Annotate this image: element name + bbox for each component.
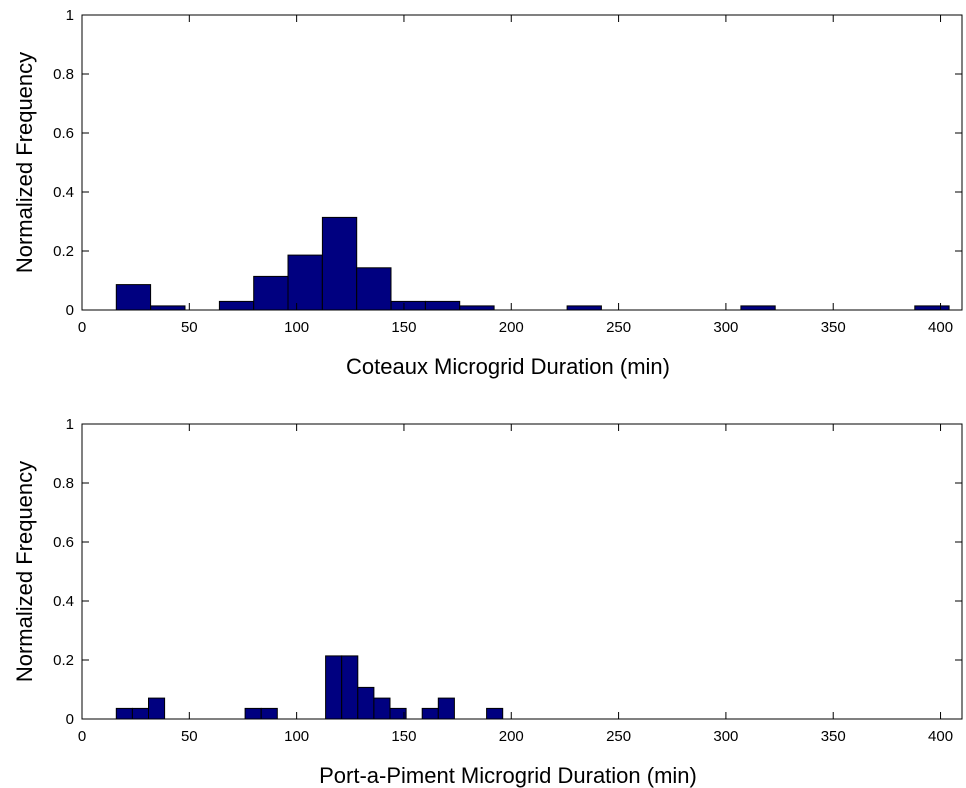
y-tick-label: 1	[66, 416, 74, 433]
x-tick-label: 300	[713, 319, 738, 336]
histogram-bar	[260, 707, 278, 720]
x-tick-label: 300	[713, 728, 738, 745]
coteaux-histogram-panel: 0 50 100 150 200 250 300 350 400 0 0.2 0.4 0.6 0.8 1 Co…	[12, 7, 963, 379]
x-tick-label: 400	[928, 319, 953, 336]
histogram-bar	[131, 707, 149, 720]
axes-frame	[81, 14, 963, 311]
x-tick-label: 150	[391, 728, 416, 745]
y-tick-label: 0.6	[53, 125, 74, 142]
y-axis-label: Normalized Frequency	[12, 52, 37, 273]
y-axis-label: Normalized Frequency	[12, 461, 37, 682]
histogram-bar	[437, 697, 455, 720]
histogram-bar	[424, 300, 461, 311]
histogram-bar	[115, 284, 152, 311]
histogram-bar	[325, 655, 343, 720]
x-tick-label: 50	[181, 728, 198, 745]
y-tick-label: 0.8	[53, 66, 74, 83]
histogram-bar	[253, 275, 289, 311]
y-tick-label: 0.2	[53, 652, 74, 669]
x-tick-label: 100	[284, 319, 309, 336]
x-tick-label: 350	[821, 728, 846, 745]
histogram-bar	[486, 707, 504, 720]
histogram-bar	[115, 707, 133, 720]
y-tick-label: 0.2	[53, 243, 74, 260]
histogram-bar	[321, 216, 358, 311]
x-tick-label: 200	[499, 728, 524, 745]
y-tick-label: 0.4	[53, 184, 74, 201]
x-tick-label: 250	[606, 319, 631, 336]
y-tick-label: 0	[66, 302, 74, 319]
x-tick-label: 50	[181, 319, 198, 336]
y-tick-label: 0.4	[53, 593, 74, 610]
x-tick-label: 350	[821, 319, 846, 336]
histogram-bar	[390, 300, 426, 311]
histogram-bar	[740, 305, 776, 311]
x-axis-label: Coteaux Microgrid Duration (min)	[346, 354, 670, 379]
histogram-bar	[357, 686, 375, 720]
histogram-bar	[356, 267, 392, 311]
x-tick-label: 0	[78, 728, 86, 745]
x-tick-label: 150	[391, 319, 416, 336]
histogram-bar	[150, 305, 186, 311]
histogram-bar	[914, 305, 950, 311]
histogram-bar	[287, 254, 323, 311]
y-tick-label: 1	[66, 7, 74, 24]
histogram-bar	[341, 655, 359, 720]
histogram-bar	[421, 707, 439, 720]
histogram-bar	[459, 305, 495, 311]
x-tick-label: 200	[499, 319, 524, 336]
x-tick-label: 250	[606, 728, 631, 745]
histogram-bar	[244, 707, 262, 720]
y-tick-label: 0	[66, 711, 74, 728]
x-tick-label: 0	[78, 319, 86, 336]
y-tick-label: 0.8	[53, 475, 74, 492]
x-tick-label: 400	[928, 728, 953, 745]
histogram-bar	[566, 305, 602, 311]
port-a-piment-histogram-panel: 0 50 100 150 200 250 300 350 400 0 0.2 0.4 0.6 0.8 1 Po…	[12, 416, 963, 788]
x-tick-label: 100	[284, 728, 309, 745]
x-axis-label: Port-a-Piment Microgrid Duration (min)	[319, 763, 697, 788]
histogram-bar	[373, 697, 391, 720]
axes-frame	[81, 423, 963, 720]
histogram-bar	[148, 697, 166, 720]
histogram-bar	[218, 300, 255, 311]
y-tick-label: 0.6	[53, 534, 74, 551]
